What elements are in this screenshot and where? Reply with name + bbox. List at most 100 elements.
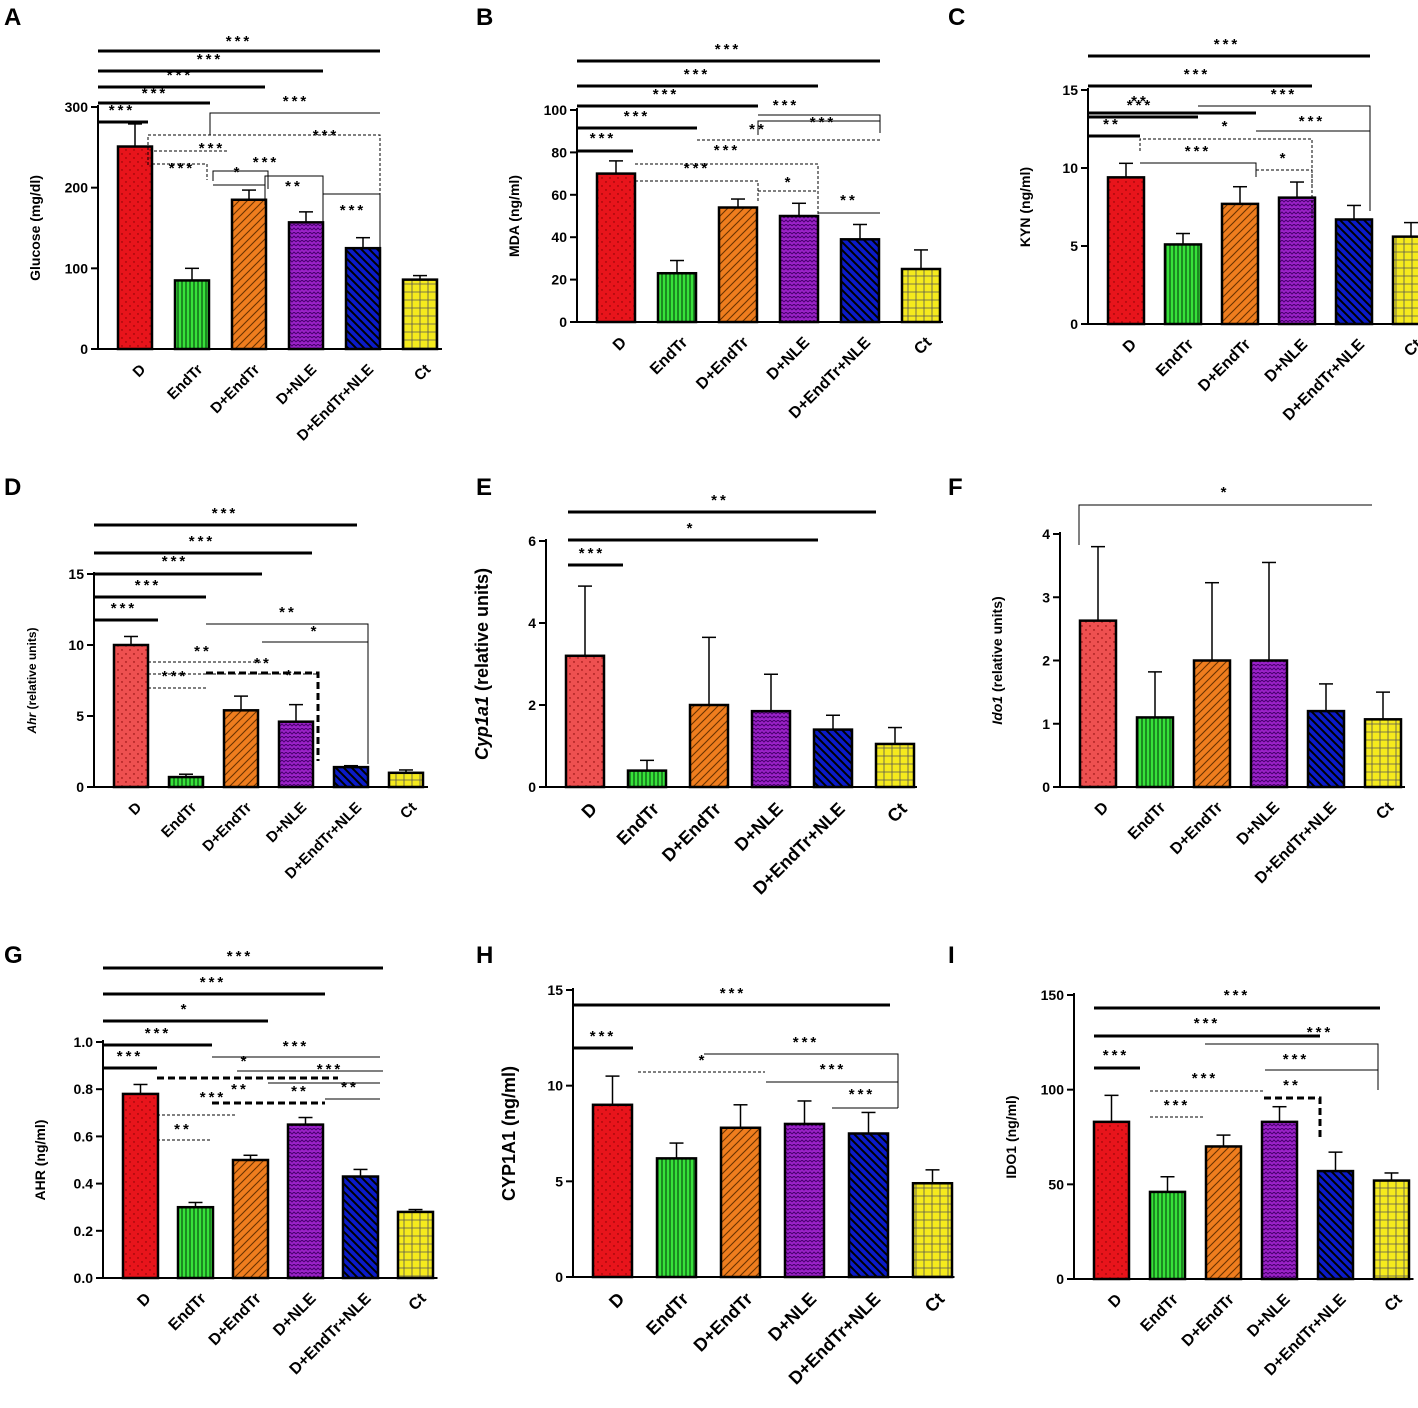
chart-svg: 0 100 200 300 Glucose (mg/dl) D EndTr D+EndTr D+… [27, 33, 442, 445]
x-tick-label: Ct [397, 799, 420, 822]
x-tick-label: Ct [1382, 1291, 1406, 1315]
significance-label: * [699, 1052, 708, 1069]
chart-svg: 0 5 10 15 Ahr (relative units) D EndTr D+EndTr D… [25, 505, 428, 883]
y-tick-label: 0.4 [74, 1176, 94, 1192]
significance-label: ** [174, 1121, 192, 1138]
bar-D+NLE [750, 709, 792, 789]
x-tick-label: D+NLE [1262, 336, 1312, 386]
significance-label: * [286, 667, 295, 684]
significance-label: *** [1224, 987, 1251, 1004]
panel-label: I [948, 942, 955, 969]
x-tick-label: EndTr [1125, 799, 1169, 843]
significance-label: *** [227, 948, 254, 965]
x-tick-label: EndTr [642, 1289, 692, 1339]
significance-bracket [1139, 138, 1313, 219]
significance-label: *** [162, 668, 189, 685]
significance-bracket [1256, 169, 1313, 186]
bar-D+EndTr [231, 1158, 270, 1280]
bar-EndTr [655, 1157, 698, 1279]
significance-bracket [758, 114, 881, 133]
significance-label: ** [254, 655, 272, 672]
significance-label: ** [341, 1079, 359, 1096]
y-tick-label: 80 [551, 144, 567, 160]
significance-label: *** [1271, 86, 1298, 103]
bar-D+EndTr+NLE [1316, 1169, 1355, 1281]
significance-bracket [1198, 105, 1371, 178]
y-tick-label: 200 [65, 180, 89, 196]
significance-bracket [1078, 504, 1372, 545]
significance-label: *** [720, 985, 747, 1002]
x-tick-label: D [1092, 799, 1112, 819]
significance-label: ** [711, 492, 729, 509]
significance-bracket [757, 120, 880, 135]
y-tick-label: 15 [68, 566, 84, 582]
significance-label: *** [1103, 1047, 1130, 1064]
panel-d: D 0 5 10 15 Ahr (relative units) D EndTr D+EndTr… [0, 470, 472, 938]
significance-bracket [152, 163, 208, 180]
x-tick-label: Ct [911, 334, 935, 358]
significance-label: ** [840, 192, 858, 209]
x-tick-label: D [134, 1290, 154, 1310]
bar-D+EndTr+NLE [341, 1175, 380, 1280]
significance-label: *** [579, 545, 606, 562]
x-tick-label: D [125, 799, 145, 819]
y-tick-label: 2 [1042, 653, 1050, 669]
bar-D+EndTr [230, 198, 268, 351]
significance-bracket [151, 150, 228, 159]
y-tick-label: 4 [528, 615, 536, 631]
y-tick-label: 0 [555, 1269, 563, 1285]
significance-label: *** [253, 154, 280, 171]
significance-label: *** [653, 86, 680, 103]
panel-c: C 0 5 10 15 KYN (ng/ml) D EndTr D+EndTr D+NLE D+En… [944, 0, 1418, 468]
significance-label: ** [1131, 93, 1149, 110]
x-tick-label: Ct [406, 1290, 430, 1314]
significance-label: *** [197, 51, 224, 68]
x-tick-label: D+NLE [273, 361, 320, 408]
y-axis-label: MDA (ng/ml) [506, 175, 522, 257]
y-axis-label: Glucose (mg/dl) [27, 175, 43, 281]
y-axis-label: KYN (ng/ml) [1017, 167, 1033, 247]
x-tick-label: D+EndTr [1167, 799, 1226, 858]
x-tick-label: EndTr [1138, 1291, 1182, 1335]
panel-label: G [4, 942, 23, 969]
y-tick-label: 20 [551, 272, 567, 288]
significance-label: *** [590, 130, 617, 147]
significance-label: *** [820, 1061, 847, 1078]
significance-label: * [1222, 118, 1231, 135]
bar-EndTr [173, 279, 211, 351]
y-tick-label: 10 [1062, 160, 1078, 176]
significance-label: *** [1184, 66, 1211, 83]
significance-label: *** [715, 41, 742, 58]
panel-label: A [4, 4, 22, 31]
x-tick-label: D+NLE [1234, 799, 1284, 849]
chart-svg: 0 20 40 60 80 100 MDA (ng/ml) D EndTr D+EndTr D+NL… [506, 41, 943, 422]
panel-label: B [476, 4, 494, 31]
x-tick-label: D+NLE [764, 334, 814, 384]
significance-label: *** [1307, 1024, 1334, 1041]
significance-label: * [785, 174, 794, 191]
bar-D+EndTr+NLE [332, 765, 370, 789]
bar-D [595, 172, 637, 324]
bar-D+NLE [1260, 1120, 1299, 1281]
x-tick-label: D+EndTr [199, 799, 255, 855]
y-tick-label: 100 [65, 260, 89, 276]
significance-bracket [1256, 130, 1371, 211]
x-tick-label: D+NLE [731, 799, 787, 855]
significance-label: *** [199, 140, 226, 157]
bar-EndTr [626, 769, 668, 789]
bar-D+EndTr+NLE [812, 728, 854, 789]
y-tick-label: 15 [547, 982, 563, 998]
panel-label: F [948, 474, 963, 501]
y-tick-label: 6 [528, 533, 536, 549]
y-axis-label: CYP1A1 (ng/ml) [499, 1066, 519, 1201]
bar-D+EndTr+NLE [1334, 218, 1374, 326]
x-tick-label: Ct [411, 361, 434, 384]
significance-bracket [1140, 162, 1257, 177]
y-tick-label: 150 [1041, 987, 1065, 1003]
significance-label: * [234, 164, 243, 181]
significance-label: *** [684, 66, 711, 83]
x-tick-label: D [129, 361, 149, 381]
significance-label: *** [810, 114, 837, 131]
x-tick-label: EndTr [1153, 336, 1197, 380]
